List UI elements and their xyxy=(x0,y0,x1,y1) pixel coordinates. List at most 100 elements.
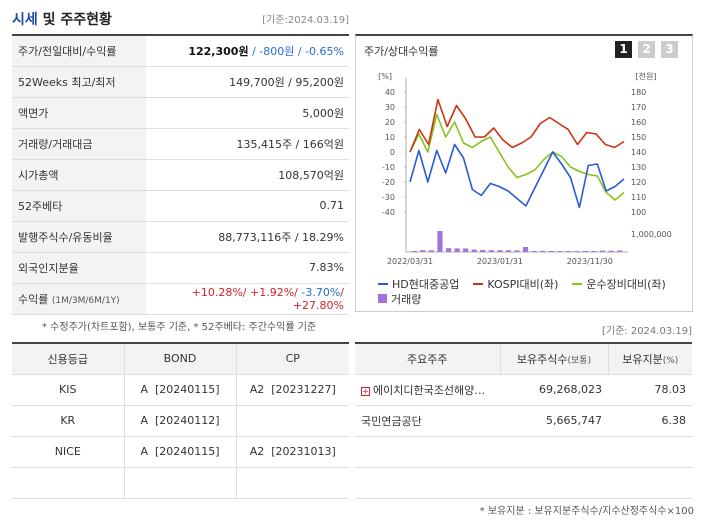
left-tick-label: 0 xyxy=(390,148,395,157)
table-row: 52주베타 0.71 xyxy=(12,190,349,222)
agency-cell: KIS xyxy=(12,373,125,406)
separator: / xyxy=(340,285,344,299)
chart-page-3-button[interactable]: 3 xyxy=(661,41,678,58)
left-tick-label: -10 xyxy=(382,163,395,172)
volume-tick-label: 1,000,000 xyxy=(631,230,672,239)
holder-name-cell xyxy=(355,436,500,468)
chart-panel: 주가/상대수익률 1 2 3 [%] [천원] 40 30 20 10 0 -10 -20 -30… xyxy=(355,34,693,312)
volume-bar xyxy=(514,250,520,252)
table-header-row: 신용등급 BOND CP xyxy=(12,342,349,375)
reference-date: [기준:2024.03.19] xyxy=(262,15,349,26)
chart-legend: HD현대중공업 KOSPI대비(좌) 운수장비대비(좌) 거래량 xyxy=(378,276,666,306)
header-main: 보유지분 xyxy=(622,352,663,366)
column-header: 주요주주 xyxy=(355,343,501,375)
table-row: 시가총액 108,570억원 xyxy=(12,159,349,191)
row-value: 5,000원 xyxy=(146,97,349,129)
x-tick-label: 2022/03/31 xyxy=(387,257,433,266)
right-tick-label: 150 xyxy=(631,133,646,142)
cp-cell: A2 [20231227] xyxy=(235,373,349,406)
volume-bar xyxy=(548,251,554,252)
major-shareholders-table: 주요주주 보유주식수(보통) 보유지분(%) + 에이치디한국조선해양… 69,2… xyxy=(355,342,692,499)
returns-label-sub: (1M/3M/6M/1Y) xyxy=(51,295,120,306)
volume-bar xyxy=(454,248,460,252)
title-rest: 및 주주현황 xyxy=(37,12,112,28)
row-value: 108,570억원 xyxy=(146,159,349,191)
volume-bar xyxy=(557,251,563,252)
pct-cell xyxy=(608,467,692,499)
holder-name[interactable]: 에이치디한국조선해양… xyxy=(373,383,486,397)
table-row: 수익률 (1M/3M/6M/1Y) +10.28%/ +1.92%/ -3.70… xyxy=(12,283,349,315)
chart-page-1-button[interactable]: 1 xyxy=(615,41,632,58)
column-header: 신용등급 xyxy=(12,342,125,375)
footnote-holdings: * 보유지분 : 보유지분주식수/지수산정주식수×100 xyxy=(479,506,694,517)
footnote-price: * 수정주가(차트포함), 보통주 기준, * 52주베타: 주간수익률 기준 xyxy=(42,322,317,333)
title-highlight: 시세 xyxy=(12,12,38,28)
right-tick-label: 160 xyxy=(631,118,646,127)
bond-cell: A [20240115] xyxy=(123,373,237,406)
row-label: 시가총액 xyxy=(12,159,146,191)
table-row: + 에이치디한국조선해양… 69,268,023 78.03 xyxy=(355,374,692,406)
volume-bar xyxy=(600,250,606,252)
volume-bar xyxy=(617,250,623,252)
section-header: 시세 및 주주현황 [기준:2024.03.19] xyxy=(12,8,349,30)
separator: / xyxy=(248,44,260,58)
table-row xyxy=(355,467,692,499)
holder-name-cell: + 에이치디한국조선해양… xyxy=(355,374,500,406)
separator: / xyxy=(294,44,306,58)
volume-bar xyxy=(565,251,571,252)
legend-swatch-hd xyxy=(378,282,388,285)
bond-cell xyxy=(123,466,237,499)
legend-swatch-volume xyxy=(378,294,387,303)
bond-cell: A [20240112] xyxy=(123,404,237,437)
pct-cell: 78.03 xyxy=(608,374,692,406)
return-6m: -3.70% xyxy=(301,285,341,299)
current-price: 122,300원 xyxy=(188,44,249,58)
return-1m: +10.28% xyxy=(191,285,243,299)
left-tick-label: 20 xyxy=(385,118,395,127)
column-header: 보유주식수(보통) xyxy=(500,343,609,375)
table-row: KIS A [20240115] A2 [20231227] xyxy=(12,373,349,406)
volume-bar xyxy=(445,248,452,252)
price-info-table: 주가/전일대비/수익률 122,300원 / -800원 / -0.65% 52… xyxy=(12,34,349,315)
row-label: 발행주식수/유동비율 xyxy=(12,221,146,253)
volume-bar xyxy=(591,251,597,252)
table-row: 외국인지분율 7.83% xyxy=(12,252,349,284)
sector-relative-line xyxy=(409,113,625,201)
holder-name: 국민연금공단 xyxy=(361,414,422,428)
table-row: 발행주식수/유동비율 88,773,116주 / 18.29% xyxy=(12,221,349,253)
volume-bar xyxy=(428,250,434,252)
return-1y: +27.80% xyxy=(292,298,344,312)
hd-price-line xyxy=(409,143,625,209)
header-sub: (보통) xyxy=(567,355,592,366)
separator: / xyxy=(294,285,302,299)
volume-bar xyxy=(420,250,426,252)
chart-page-2-button[interactable]: 2 xyxy=(638,41,655,58)
volume-bar xyxy=(522,247,529,252)
right-tick-label: 120 xyxy=(631,178,646,187)
row-value: 0.71 xyxy=(146,190,349,222)
legend-item-sector: 운수장비대비(좌) xyxy=(572,276,666,292)
row-label: 52Weeks 최고/최저 xyxy=(12,66,146,98)
volume-bar xyxy=(480,250,486,252)
row-label: 52주베타 xyxy=(12,190,146,222)
right-tick-label: 140 xyxy=(631,148,646,157)
row-value: 88,773,116주 / 18.29% xyxy=(146,221,349,253)
row-label: 수익률 (1M/3M/6M/1Y) xyxy=(12,283,146,315)
legend-item-hd: HD현대중공업 xyxy=(378,276,459,292)
agency-cell: KR xyxy=(12,404,125,437)
right-tick-label: 170 xyxy=(631,103,646,112)
price-change: -800원 xyxy=(259,44,295,58)
table-row xyxy=(12,466,349,499)
credit-rating-table: 신용등급 BOND CP KIS A [20240115] A2 [202312… xyxy=(12,342,349,499)
legend-item-kospi: KOSPI대비(좌) xyxy=(473,276,558,292)
legend-item-volume: 거래량 xyxy=(378,291,421,307)
pct-cell xyxy=(608,436,692,468)
expand-plus-icon[interactable]: + xyxy=(361,386,370,396)
left-tick-label: -30 xyxy=(382,193,395,202)
legend-label: HD현대중공업 xyxy=(392,277,460,291)
agency-cell xyxy=(12,466,125,499)
shares-cell xyxy=(500,467,608,499)
cp-cell xyxy=(235,466,349,499)
row-value: 149,700원 / 95,200원 xyxy=(146,66,349,98)
left-tick-label: -20 xyxy=(382,178,395,187)
